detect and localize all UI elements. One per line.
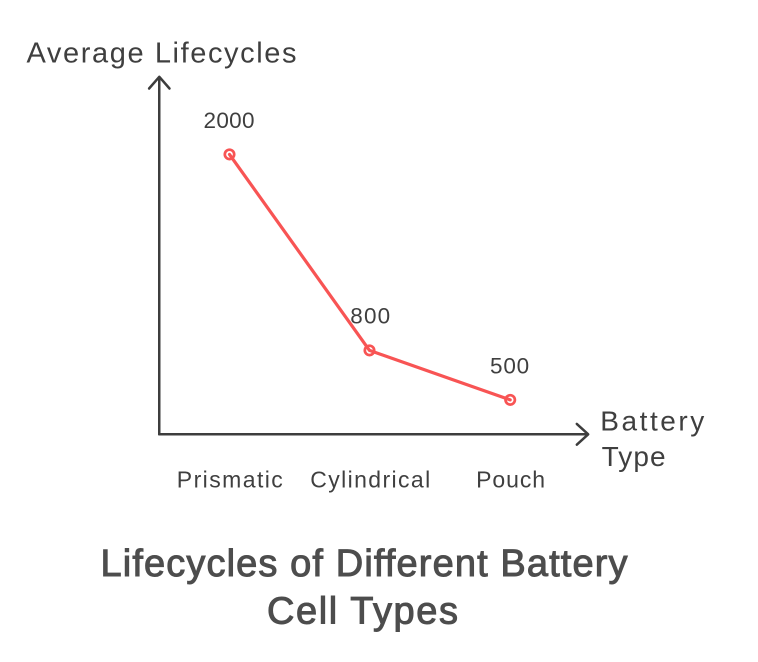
- svg-text:Lifecycles of Different Batter: Lifecycles of Different Battery: [101, 543, 628, 585]
- svg-text:Pouch: Pouch: [476, 466, 545, 492]
- svg-text:Average Lifecycles: Average Lifecycles: [27, 37, 297, 69]
- svg-text:2000: 2000: [204, 108, 255, 133]
- svg-text:Prismatic: Prismatic: [177, 466, 283, 492]
- svg-text:Cell Types: Cell Types: [267, 591, 458, 633]
- svg-text:Cylindrical: Cylindrical: [310, 466, 430, 492]
- svg-text:500: 500: [490, 353, 529, 378]
- svg-text:800: 800: [350, 304, 390, 329]
- svg-text:Type: Type: [602, 441, 666, 472]
- svg-text:Battery: Battery: [600, 406, 704, 437]
